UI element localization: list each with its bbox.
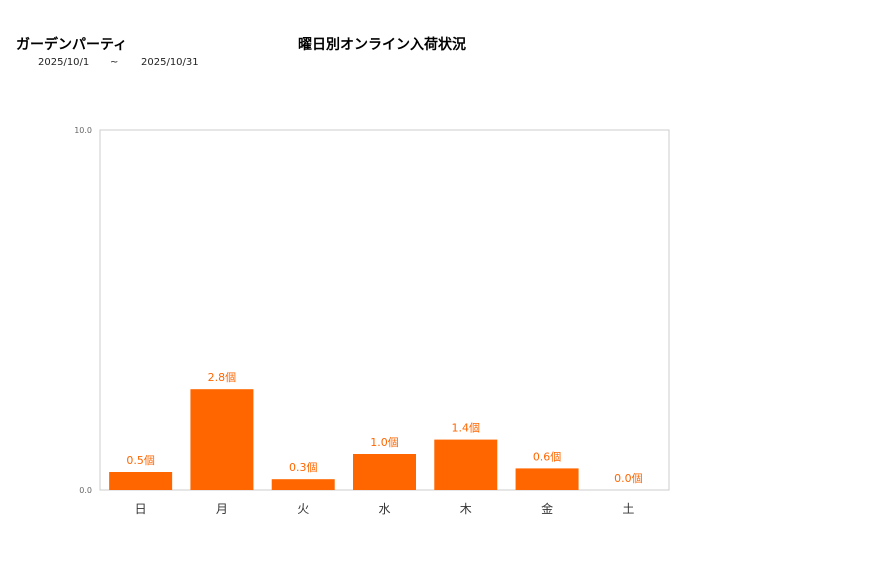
bar-value-label: 1.0個 bbox=[370, 436, 399, 449]
bar-value-label: 1.4個 bbox=[452, 422, 481, 435]
chart-title: 曜日別オンライン入荷状況 bbox=[298, 37, 466, 53]
x-category-label: 木 bbox=[460, 502, 472, 516]
y-tick-label-max: 10.0 bbox=[74, 126, 92, 135]
y-tick-label-min: 0.0 bbox=[79, 486, 92, 495]
bar-3 bbox=[353, 454, 416, 490]
bar-0 bbox=[109, 472, 173, 490]
bar-value-label: 0.0個 bbox=[614, 472, 643, 485]
shop-name: ガーデンパーティ bbox=[16, 37, 128, 53]
date-separator: ~ bbox=[110, 57, 119, 68]
x-category-label: 土 bbox=[622, 502, 634, 516]
bar-value-label: 0.6個 bbox=[533, 450, 562, 463]
bar-value-label: 2.8個 bbox=[208, 371, 237, 384]
bar-5 bbox=[515, 468, 579, 490]
bar-2 bbox=[271, 479, 335, 490]
x-category-label: 水 bbox=[378, 502, 390, 516]
bar-value-label: 0.3個 bbox=[289, 461, 318, 474]
bar-1 bbox=[190, 389, 254, 490]
date-to: 2025/10/31 bbox=[141, 57, 199, 68]
date-from: 2025/10/1 bbox=[38, 57, 90, 68]
x-category-label: 月 bbox=[216, 502, 228, 516]
bar-4 bbox=[434, 439, 498, 490]
x-category-label: 火 bbox=[297, 502, 309, 516]
x-category-label: 金 bbox=[541, 501, 553, 516]
x-category-label: 日 bbox=[135, 502, 147, 516]
bar-value-label: 0.5個 bbox=[126, 454, 155, 467]
